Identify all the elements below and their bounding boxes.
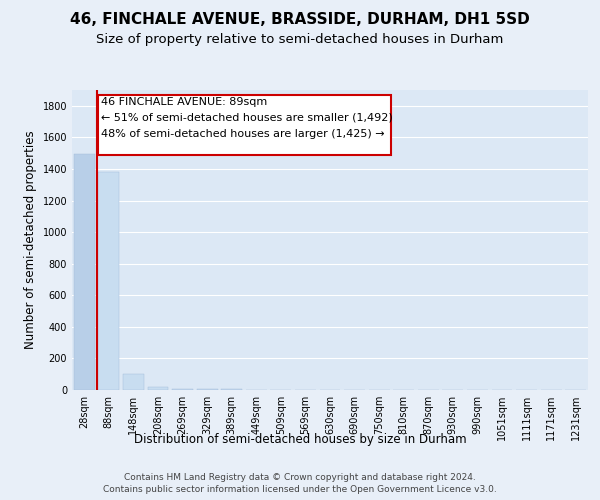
Bar (74, 154, 95, 390)
Bar (148, 387, 169, 390)
FancyBboxPatch shape (98, 94, 391, 154)
Text: 48% of semi-detached houses are larger (1,425) →: 48% of semi-detached houses are larger (… (101, 128, 385, 138)
Bar (98, 172, 119, 390)
Bar (172, 388, 193, 390)
Bar (123, 374, 144, 390)
Text: 46, FINCHALE AVENUE, BRASSIDE, DURHAM, DH1 5SD: 46, FINCHALE AVENUE, BRASSIDE, DURHAM, D… (70, 12, 530, 28)
Text: ← 51% of semi-detached houses are smaller (1,492): ← 51% of semi-detached houses are smalle… (101, 113, 393, 123)
Y-axis label: Number of semi-detached properties: Number of semi-detached properties (24, 130, 37, 350)
Text: Distribution of semi-detached houses by size in Durham: Distribution of semi-detached houses by … (134, 432, 466, 446)
Text: Contains public sector information licensed under the Open Government Licence v3: Contains public sector information licen… (103, 485, 497, 494)
Text: Contains HM Land Registry data © Crown copyright and database right 2024.: Contains HM Land Registry data © Crown c… (124, 472, 476, 482)
Bar (197, 389, 218, 390)
Text: 46 FINCHALE AVENUE: 89sqm: 46 FINCHALE AVENUE: 89sqm (101, 97, 268, 107)
Text: Size of property relative to semi-detached houses in Durham: Size of property relative to semi-detach… (97, 32, 503, 46)
